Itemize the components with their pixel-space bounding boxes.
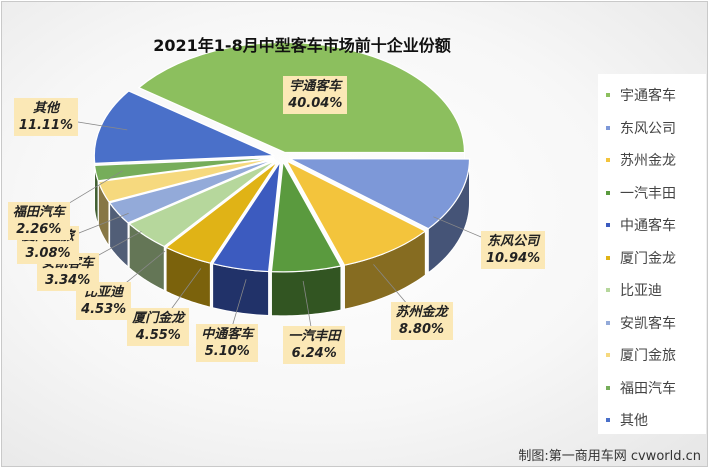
- credit-text: 制图:第一商用车网 cvworld.cn: [518, 449, 701, 464]
- data-label-value: 3.08%: [25, 246, 71, 262]
- data-label-name: 苏州金龙: [395, 304, 448, 320]
- legend-swatch: [606, 190, 610, 195]
- legend-swatch: [606, 158, 610, 162]
- legend-item: 一汽丰田: [606, 182, 676, 204]
- legend-label: 其他: [620, 413, 648, 429]
- legend-label: 苏州金龙: [620, 153, 676, 169]
- legend-label: 厦门金龙: [620, 250, 676, 267]
- pie-slice-一汽丰田: [270, 159, 342, 273]
- chart-title: 2021年1-8月中型客车市场前十企业份额: [153, 36, 451, 55]
- pie-side-wall: [270, 265, 342, 317]
- legend-item: 厦门金旅: [606, 344, 676, 366]
- data-label-name: 厦门金龙: [132, 310, 185, 326]
- legend-label: 一汽丰田: [620, 185, 676, 202]
- data-label: 东风公司 10.94%: [481, 231, 546, 270]
- data-label-value: 4.55%: [135, 327, 181, 343]
- data-label: 其他 11.11%: [13, 97, 79, 136]
- data-label-name: 东风公司: [487, 234, 540, 250]
- legend-label: 厦门金旅: [620, 348, 676, 364]
- data-label: 中通客车 5.10%: [196, 324, 259, 363]
- data-label-value: 2.26%: [16, 222, 62, 238]
- data-label-value: 10.94%: [486, 251, 541, 267]
- legend-item: 其他: [606, 409, 648, 431]
- legend-item: 比亚迪: [606, 279, 662, 301]
- data-label-name: 宇通客车: [289, 78, 342, 94]
- legend-label: 比亚迪: [620, 283, 662, 299]
- data-label-name: 中通客车: [201, 327, 254, 343]
- data-label-name: 福田汽车: [12, 205, 65, 221]
- legend: 宇通客车东风公司苏州金龙一汽丰田中通客车厦门金龙比亚迪安凯客车厦门金旅福田汽车其…: [598, 74, 706, 434]
- legend-item: 厦门金龙: [606, 247, 676, 269]
- data-label: 一汽丰田 6.24%: [283, 326, 346, 365]
- data-label-name: 一汽丰田: [288, 329, 341, 345]
- legend-swatch: [606, 288, 610, 292]
- data-label: 苏州金龙 8.80%: [390, 301, 453, 340]
- legend-item: 福田汽车: [606, 377, 676, 399]
- legend-item: 中通客车: [606, 214, 676, 236]
- legend-swatch: [606, 353, 610, 357]
- pie-slice-厦门金旅: [97, 157, 275, 203]
- pie-slice-福田汽车: [93, 157, 275, 182]
- data-label-value: 5.10%: [204, 344, 250, 360]
- legend-label: 安凯客车: [620, 315, 676, 332]
- data-label: 厦门金龙 4.55%: [127, 307, 190, 346]
- data-label-value: 8.80%: [398, 321, 445, 337]
- pie-slice-东风公司: [289, 158, 471, 230]
- legend-swatch: [606, 93, 610, 97]
- legend-swatch: [606, 125, 610, 130]
- data-label-value: 3.34%: [45, 273, 91, 289]
- pie-slice-比亚迪: [128, 159, 277, 248]
- pie-slice-苏州金龙: [285, 159, 427, 266]
- legend-item: 苏州金龙: [606, 149, 676, 171]
- data-label-value: 6.24%: [291, 346, 337, 362]
- legend-swatch: [606, 320, 610, 325]
- data-label-value: 4.53%: [81, 302, 127, 318]
- pie-slice-安凯客车: [108, 158, 276, 224]
- data-label-value: 40.04%: [288, 95, 343, 111]
- legend-label: 宇通客车: [620, 88, 676, 104]
- pie-slice-厦门金龙: [164, 160, 279, 264]
- legend-swatch: [606, 223, 610, 227]
- legend-item: 宇通客车: [606, 84, 676, 106]
- pie-slice-中通客车: [211, 161, 281, 273]
- legend-swatch: [606, 385, 610, 390]
- legend-item: 东风公司: [606, 117, 676, 139]
- legend-swatch: [606, 418, 610, 422]
- data-label-value: 11.11%: [18, 117, 74, 133]
- legend-label: 中通客车: [620, 218, 676, 234]
- data-label-name: 其他: [32, 100, 59, 116]
- legend-label: 福田汽车: [620, 380, 676, 397]
- data-label: 福田汽车 2.26%: [7, 202, 70, 241]
- data-label: 宇通客车 40.04%: [283, 75, 348, 114]
- legend-swatch: [606, 255, 610, 260]
- legend-item: 安凯客车: [606, 312, 676, 334]
- legend-label: 东风公司: [620, 120, 676, 137]
